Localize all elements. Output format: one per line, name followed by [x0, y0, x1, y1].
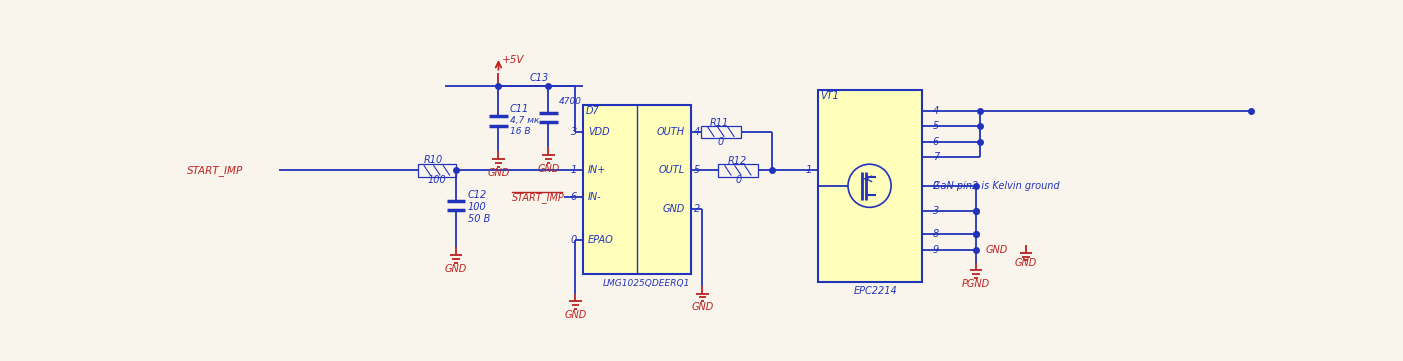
- Bar: [584, 105, 690, 274]
- Text: 3: 3: [571, 127, 577, 137]
- Text: 1: 1: [571, 165, 577, 175]
- Text: IN+: IN+: [588, 165, 606, 175]
- Text: LMG1025QDEERQ1: LMG1025QDEERQ1: [602, 279, 690, 288]
- Text: D7: D7: [585, 106, 599, 116]
- Text: 0: 0: [735, 175, 742, 186]
- Text: GND: GND: [445, 264, 467, 274]
- Text: GaN pin2 is Kelvin ground: GaN pin2 is Kelvin ground: [933, 181, 1061, 191]
- Text: GND: GND: [537, 164, 560, 174]
- Bar: [718, 164, 758, 177]
- Text: EPC2214: EPC2214: [854, 286, 898, 296]
- Text: IN-: IN-: [588, 192, 602, 202]
- Text: 100: 100: [428, 175, 446, 184]
- Text: 100: 100: [467, 201, 487, 212]
- Text: C11: C11: [509, 104, 529, 114]
- Text: 5: 5: [933, 122, 939, 131]
- Text: 0: 0: [717, 137, 724, 147]
- Text: 4: 4: [933, 106, 939, 116]
- Text: 2: 2: [933, 181, 939, 191]
- Text: OUTL: OUTL: [658, 165, 685, 175]
- Text: PGND: PGND: [962, 279, 991, 289]
- Text: C12: C12: [467, 190, 487, 200]
- Text: 4700: 4700: [560, 97, 582, 105]
- Text: 6: 6: [933, 137, 939, 147]
- Bar: [818, 90, 922, 282]
- Text: 8: 8: [933, 229, 939, 239]
- Text: GND: GND: [692, 303, 714, 312]
- Text: 2: 2: [694, 204, 700, 214]
- Text: VT1: VT1: [821, 91, 839, 101]
- Text: START_IMP: START_IMP: [187, 165, 243, 176]
- Text: 3: 3: [933, 206, 939, 216]
- Text: R10: R10: [424, 155, 443, 165]
- Text: GND: GND: [986, 245, 1009, 255]
- Text: 6: 6: [571, 192, 577, 202]
- Text: 5: 5: [694, 165, 700, 175]
- Text: 7: 7: [933, 152, 939, 162]
- Text: EPAO: EPAO: [588, 235, 613, 245]
- Text: +5V: +5V: [502, 55, 525, 65]
- Text: VDD: VDD: [588, 127, 609, 137]
- Text: 0: 0: [571, 235, 577, 245]
- Text: GND: GND: [662, 204, 685, 214]
- Text: C13: C13: [529, 73, 549, 83]
- Text: 16 B: 16 B: [509, 127, 530, 136]
- Text: START_IMP: START_IMP: [512, 192, 564, 203]
- Bar: [418, 164, 456, 177]
- Text: GND: GND: [564, 310, 586, 320]
- Text: 4: 4: [694, 127, 700, 137]
- Text: GND: GND: [487, 168, 509, 178]
- Text: GND: GND: [1014, 258, 1037, 268]
- Text: 9: 9: [933, 245, 939, 255]
- Bar: [702, 126, 741, 138]
- Text: R12: R12: [728, 156, 748, 166]
- Text: 50 B: 50 B: [467, 214, 490, 224]
- Text: R11: R11: [710, 118, 730, 128]
- Text: 1: 1: [805, 165, 812, 175]
- Text: OUTH: OUTH: [657, 127, 685, 137]
- Text: 4,7 мк: 4,7 мк: [509, 116, 539, 125]
